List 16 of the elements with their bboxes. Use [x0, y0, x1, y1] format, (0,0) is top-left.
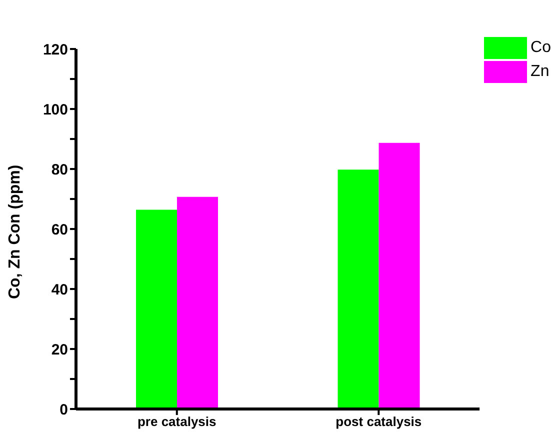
- bar: [378, 142, 420, 409]
- y-axis-title: Co, Zn Con (ppm): [6, 164, 24, 299]
- x-tick-label: pre catalysis: [137, 414, 216, 430]
- x-tick-label: post catalysis: [336, 414, 422, 430]
- bar: [136, 210, 177, 409]
- y-tick-label: 40: [51, 281, 68, 298]
- bar: [177, 196, 218, 409]
- y-tick-label: 80: [51, 161, 68, 178]
- legend-label: Zn: [530, 63, 550, 81]
- y-tick-label: 0: [60, 401, 68, 418]
- legend-label: Co: [530, 39, 551, 57]
- y-tick-label: 20: [51, 341, 68, 358]
- bar: [338, 170, 379, 409]
- y-tick-label: 100: [42, 101, 68, 118]
- y-tick-label: 60: [51, 221, 68, 238]
- y-tick-label: 120: [42, 41, 68, 58]
